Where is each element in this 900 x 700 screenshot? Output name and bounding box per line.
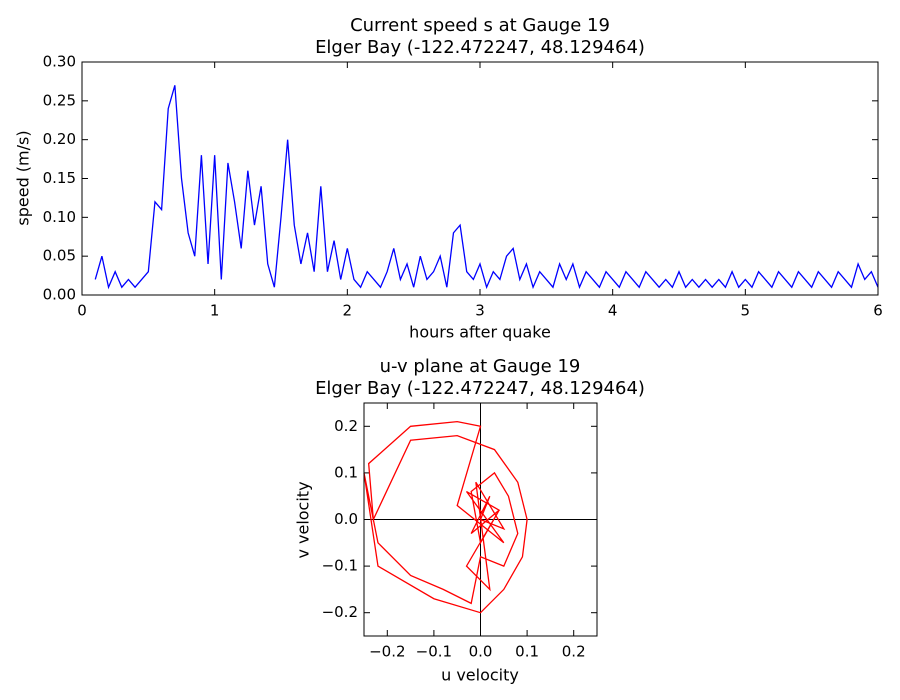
x-axis-label: hours after quake [409,323,551,342]
x-tick-label: 0.2 [562,643,586,661]
data-line [363,420,528,614]
y-tick-label: 0.20 [43,130,76,148]
y-tick-label: 0.0 [334,510,358,528]
y-tick-label: 0.30 [43,53,76,71]
x-axis-label: u velocity [441,666,519,685]
y-tick-label: −0.2 [322,603,358,621]
x-tick-label: −0.2 [369,643,405,661]
x-tick-label: 6 [873,302,883,320]
x-tick-label: 0.1 [515,643,539,661]
y-axis-label: speed (m/s) [14,130,33,225]
data-line [94,85,879,290]
x-tick-label: 0.0 [469,643,493,661]
y-tick-label: 0.15 [43,169,76,187]
chart-title: u-v plane at Gauge 19 [380,356,581,377]
x-tick-label: 1 [210,302,220,320]
x-tick-label: 4 [608,302,618,320]
plot-frame [81,61,879,296]
x-tick-label: 0 [77,302,87,320]
y-tick-label: 0.10 [43,208,76,226]
chart-subtitle: Elger Bay (-122.472247, 48.129464) [315,378,645,399]
y-tick-label: 0.1 [334,463,358,481]
y-axis-label: v velocity [294,481,313,558]
y-tick-label: 0.2 [334,417,358,435]
x-tick-label: −0.1 [416,643,452,661]
x-tick-label: 5 [741,302,751,320]
chart-title: Current speed s at Gauge 19 [350,15,610,36]
y-tick-label: −0.1 [322,557,358,575]
plot-frame [363,402,598,637]
y-tick-label: 0.05 [43,247,76,265]
y-tick-label: 0.25 [43,91,76,109]
x-tick-label: 2 [343,302,353,320]
y-tick-label: 0.00 [43,286,76,304]
x-tick-label: 3 [475,302,485,320]
chart-subtitle: Elger Bay (-122.472247, 48.129464) [315,37,645,58]
